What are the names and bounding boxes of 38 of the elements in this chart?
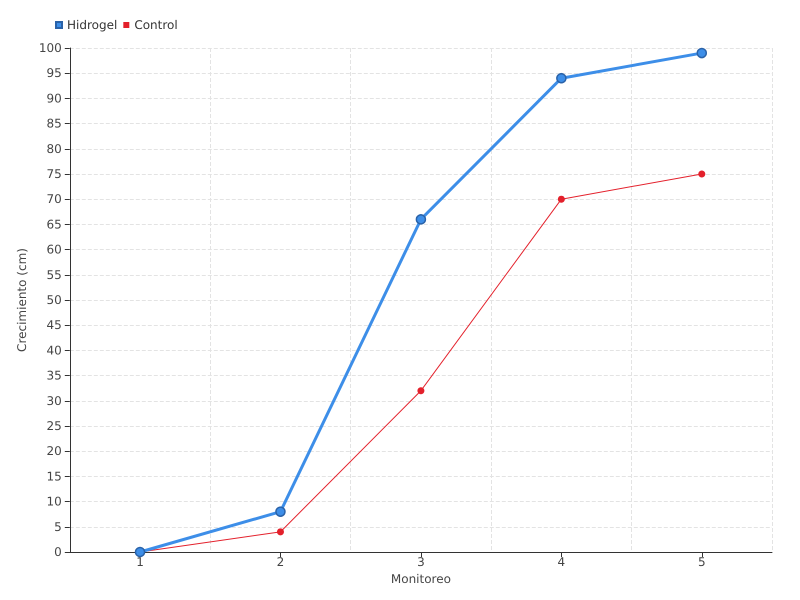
point bbox=[558, 196, 565, 203]
y-tick-label: 80 bbox=[46, 142, 62, 156]
point bbox=[417, 387, 424, 394]
point bbox=[416, 214, 426, 225]
point bbox=[556, 72, 567, 84]
y-tick-label: 25 bbox=[46, 419, 62, 433]
legend-label: Hidrogel bbox=[67, 18, 118, 32]
y-tick-label: 50 bbox=[46, 293, 62, 307]
x-tick-label: 4 bbox=[558, 555, 566, 569]
x-axis-title: Monitoreo bbox=[390, 572, 451, 586]
y-tick-label: 70 bbox=[46, 192, 62, 206]
y-tick-label: 55 bbox=[46, 268, 62, 282]
legend-label: Control bbox=[134, 18, 178, 32]
y-tick-label: 5 bbox=[54, 520, 62, 534]
y-tick-label: 65 bbox=[46, 217, 62, 232]
y-tick-label: 75 bbox=[46, 167, 62, 181]
point bbox=[696, 48, 708, 58]
point bbox=[698, 170, 706, 178]
x-tick-label: 5 bbox=[698, 555, 706, 569]
y-tick-label: 60 bbox=[46, 242, 62, 257]
y-tick-label: 100 bbox=[38, 41, 62, 55]
point bbox=[276, 528, 284, 536]
x-tick-label: 3 bbox=[417, 555, 425, 569]
y-tick-label: 90 bbox=[46, 91, 62, 106]
point bbox=[275, 506, 286, 517]
y-axis-title: Crecimiento (cm) bbox=[15, 248, 29, 352]
y-tick-label: 35 bbox=[46, 368, 62, 383]
y-tick-label: 85 bbox=[46, 116, 62, 131]
y-tick-label: 0 bbox=[54, 545, 62, 559]
y-tick-label: 45 bbox=[46, 318, 62, 332]
y-tick-label: 40 bbox=[46, 343, 62, 358]
y-tick-label: 20 bbox=[46, 444, 62, 458]
x-tick-label: 2 bbox=[276, 555, 284, 569]
y-tick-label: 15 bbox=[46, 469, 62, 484]
x-tick-label: 1 bbox=[136, 555, 144, 569]
y-tick-label: 30 bbox=[46, 394, 62, 408]
y-tick-label: 95 bbox=[46, 66, 62, 80]
y-tick-label: 10 bbox=[46, 494, 62, 509]
